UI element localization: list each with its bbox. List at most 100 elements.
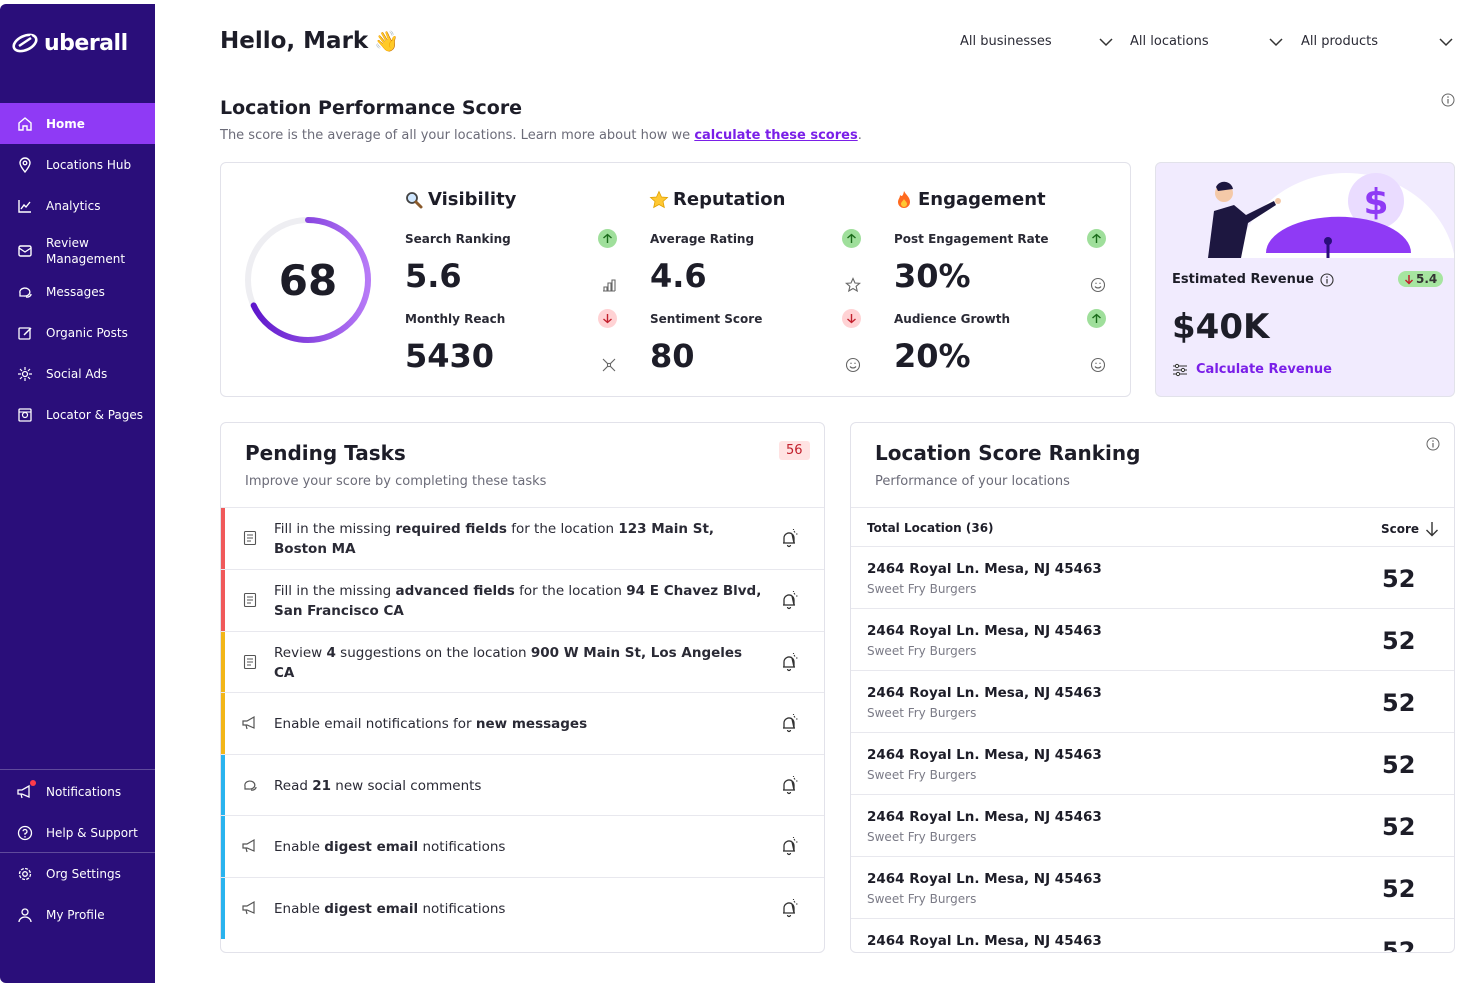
business-name: Sweet Fry Burgers bbox=[867, 768, 977, 782]
score-gauge-arc bbox=[245, 217, 371, 343]
brand-logo[interactable]: uberall bbox=[10, 30, 128, 56]
task-text: Read 21 new social comments bbox=[274, 778, 482, 794]
task-row[interactable]: Review 4 suggestions on the location 900… bbox=[221, 631, 824, 693]
sidebar-item-organic-posts[interactable]: Organic Posts bbox=[0, 317, 155, 349]
visibility-header: Visibility bbox=[404, 189, 516, 210]
form-icon bbox=[241, 529, 259, 547]
notify-bell-icon[interactable] bbox=[779, 713, 799, 733]
task-text: Enable digest email notifications bbox=[274, 839, 506, 855]
logo-icon bbox=[12, 33, 38, 53]
location-address: 2464 Royal Ln. Mesa, NJ 45463 bbox=[867, 623, 1102, 639]
score-gauge bbox=[245, 217, 371, 343]
notify-bell-icon[interactable] bbox=[779, 836, 799, 856]
task-row[interactable]: Read 21 new social comments bbox=[221, 754, 824, 816]
monthly-reach-value: 5430 bbox=[405, 337, 495, 375]
notify-bell-icon[interactable] bbox=[779, 590, 799, 610]
task-priority-bar bbox=[221, 816, 225, 877]
sidebar-divider bbox=[0, 769, 155, 770]
task-text: Fill in the missing required fields for … bbox=[274, 521, 715, 557]
column-score-sort[interactable]: Score bbox=[1381, 521, 1439, 537]
sidebar-item-locator-pages[interactable]: Locator & Pages bbox=[0, 399, 155, 431]
settings-icon bbox=[16, 865, 34, 883]
estimated-revenue-value: $40K bbox=[1172, 307, 1270, 347]
info-icon[interactable] bbox=[1441, 93, 1455, 107]
arrow-down-icon bbox=[842, 309, 861, 328]
form-icon bbox=[241, 591, 259, 609]
wave-emoji-icon: 👋 bbox=[374, 29, 400, 53]
location-score: 52 bbox=[1382, 937, 1416, 953]
calculate-revenue-button[interactable]: Calculate Revenue bbox=[1172, 362, 1332, 377]
reputation-header: Reputation bbox=[649, 189, 785, 210]
info-icon[interactable] bbox=[1426, 437, 1440, 451]
page-greeting: Hello, Mark 👋 bbox=[220, 28, 399, 54]
filter-products[interactable]: All products bbox=[1301, 34, 1456, 49]
sidebar-item-notifications[interactable]: Notifications bbox=[0, 776, 155, 808]
sidebar-item-label: Organic Posts bbox=[46, 326, 128, 340]
home-icon bbox=[16, 115, 34, 133]
sidebar-item-my-profile[interactable]: My Profile bbox=[0, 899, 155, 931]
sidebar-item-help-support[interactable]: Help & Support bbox=[0, 817, 155, 849]
locator-icon bbox=[16, 406, 34, 424]
tasks-count-badge: 56 bbox=[779, 441, 810, 460]
calculate-scores-link[interactable]: calculate these scores bbox=[694, 128, 858, 143]
notify-bell-icon[interactable] bbox=[779, 898, 799, 918]
info-icon[interactable] bbox=[1320, 272, 1334, 287]
notify-bell-icon[interactable] bbox=[779, 528, 799, 548]
notify-bell-icon[interactable] bbox=[779, 775, 799, 795]
sentiment-score-label: Sentiment Score bbox=[650, 312, 763, 326]
audience-growth-value: 20% bbox=[894, 337, 971, 375]
chevron-down-icon bbox=[1099, 38, 1113, 47]
task-row[interactable]: Enable email notifications for new messa… bbox=[221, 692, 824, 754]
revenue-card: $ Estimated Revenue 5.4 $40K Calculate R… bbox=[1155, 162, 1455, 397]
location-address: 2464 Royal Ln. Mesa, NJ 45463 bbox=[867, 933, 1102, 949]
task-row[interactable]: Fill in the missing advanced fields for … bbox=[221, 569, 824, 631]
sidebar-item-org-settings[interactable]: Org Settings bbox=[0, 858, 155, 890]
overall-score: 68 bbox=[278, 255, 338, 305]
task-row[interactable]: Fill in the missing required fields for … bbox=[221, 507, 824, 569]
sidebar-item-label: Social Ads bbox=[46, 367, 108, 381]
sidebar-item-social-ads[interactable]: Social Ads bbox=[0, 358, 155, 390]
sentiment-score-value: 80 bbox=[650, 337, 695, 375]
sidebar: uberall Home Locations Hub Analytics Rev… bbox=[0, 4, 155, 983]
sidebar-item-locations-hub[interactable]: Locations Hub bbox=[0, 149, 155, 181]
social-ads-icon bbox=[16, 365, 34, 383]
search-ranking-value: 5.6 bbox=[405, 257, 462, 295]
smiley-icon bbox=[1089, 276, 1107, 294]
arrow-down-icon bbox=[1404, 274, 1414, 285]
task-row[interactable]: Enable digest email notifications bbox=[221, 877, 824, 939]
notify-bell-icon[interactable] bbox=[779, 652, 799, 672]
filter-businesses[interactable]: All businesses bbox=[960, 34, 1115, 49]
sidebar-divider bbox=[0, 852, 155, 853]
task-priority-bar bbox=[221, 570, 225, 631]
location-pin-icon bbox=[16, 156, 34, 174]
pending-tasks-subtitle: Improve your score by completing these t… bbox=[245, 474, 547, 489]
sidebar-item-label: Review Management bbox=[46, 236, 126, 266]
sidebar-item-review-management[interactable]: Review Management bbox=[0, 231, 155, 271]
task-row[interactable]: Enable digest email notifications bbox=[221, 815, 824, 877]
bar-chart-icon bbox=[600, 276, 618, 294]
task-text: Enable digest email notifications bbox=[274, 901, 506, 917]
location-score: 52 bbox=[1382, 751, 1416, 779]
post-engagement-label: Post Engagement Rate bbox=[894, 232, 1049, 246]
location-address: 2464 Royal Ln. Mesa, NJ 45463 bbox=[867, 685, 1102, 701]
pending-tasks-panel: Pending Tasks Improve your score by comp… bbox=[220, 422, 825, 953]
search-ranking-label: Search Ranking bbox=[405, 232, 511, 246]
sidebar-item-messages[interactable]: Messages bbox=[0, 276, 155, 308]
ranking-subtitle: Performance of your locations bbox=[875, 474, 1070, 489]
filter-locations[interactable]: All locations bbox=[1130, 34, 1285, 49]
filter-label: All products bbox=[1301, 34, 1379, 49]
megaphone-icon bbox=[241, 714, 259, 732]
sidebar-item-analytics[interactable]: Analytics bbox=[0, 190, 155, 222]
average-rating-label: Average Rating bbox=[650, 232, 755, 246]
sidebar-item-home[interactable]: Home bbox=[0, 103, 155, 144]
megaphone-icon bbox=[241, 837, 259, 855]
average-rating-value: 4.6 bbox=[650, 257, 707, 295]
